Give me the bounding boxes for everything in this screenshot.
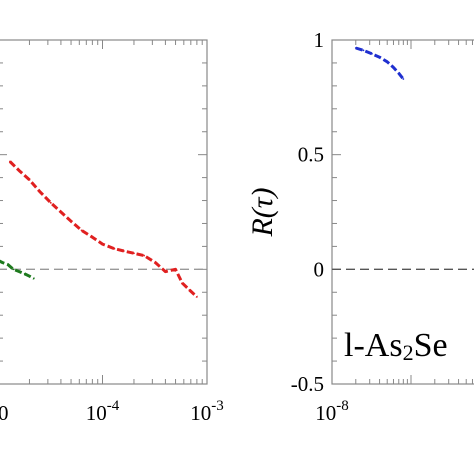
sample-label: l-As2Se (344, 327, 448, 365)
series-point-0 (18, 169, 21, 172)
series-point-0 (49, 201, 52, 204)
series-point-0 (143, 254, 145, 257)
series-point-1 (28, 275, 31, 278)
series-point-0 (354, 47, 357, 49)
series-point-0 (392, 66, 395, 69)
y-tick-label: 1 (314, 28, 325, 52)
series-point-0 (164, 270, 167, 273)
y-tick-label: 0 (314, 257, 325, 281)
series-point-0 (174, 268, 177, 271)
series-point-0 (181, 282, 184, 284)
series-point-0 (378, 56, 381, 59)
series-point-0 (122, 250, 125, 252)
series-point-0 (70, 220, 72, 223)
series-line-0 (8, 160, 198, 298)
series-point-0 (188, 289, 191, 291)
series-point-0 (9, 160, 11, 163)
series-point-0 (91, 236, 94, 239)
x-tick-label: 10-4 (86, 398, 120, 425)
right-panel: 10-8110.50-0.5R(τ)l-As2Se (246, 28, 474, 425)
x-tick-label: 10-8 (315, 398, 349, 425)
series-line-0 (355, 46, 405, 80)
series-point-0 (60, 211, 62, 213)
series-point-1 (1, 261, 4, 264)
series-point-0 (133, 252, 135, 255)
series-point-0 (154, 261, 157, 264)
y-axis-label: R(τ) (246, 187, 279, 237)
series-point-1 (32, 277, 35, 280)
left-panel: 10 10-4 10-3 (0, 39, 224, 425)
series-point-0 (397, 72, 400, 75)
plot-frame (0, 39, 208, 385)
series-point-0 (80, 229, 83, 232)
series-point-1 (12, 268, 15, 271)
series-point-0 (195, 295, 198, 298)
y-tick-label: -0.5 (291, 372, 324, 396)
series-point-0 (371, 52, 373, 55)
series-point-0 (402, 78, 405, 80)
x-tick-label: 10 (0, 401, 9, 425)
series-point-0 (362, 49, 365, 52)
series-point-1 (18, 270, 21, 273)
series-point-1 (7, 263, 10, 266)
series-point-1 (23, 273, 26, 275)
x-tick-label: 10-3 (190, 398, 224, 425)
series-point-0 (386, 60, 389, 63)
y-tick-label: 0.5 (298, 143, 324, 167)
series-point-0 (113, 247, 116, 250)
series-point-0 (38, 190, 41, 193)
series-point-0 (101, 243, 104, 246)
series-point-0 (28, 178, 31, 181)
